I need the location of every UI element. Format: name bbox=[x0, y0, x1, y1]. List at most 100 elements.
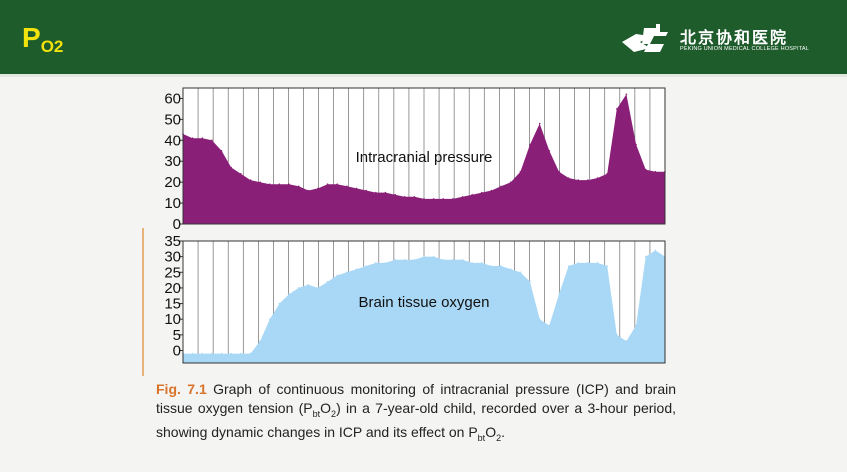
oxygen-plot-frame bbox=[182, 240, 666, 364]
oxygen-data-point bbox=[558, 293, 560, 296]
slide-title-sub: O2 bbox=[40, 37, 64, 56]
icp-data-point bbox=[230, 166, 232, 169]
icp-y-tick-label: 40 bbox=[164, 132, 181, 149]
caption-sub-4: 2 bbox=[496, 432, 502, 443]
icp-series-label: Intracranial pressure bbox=[356, 149, 493, 166]
icp-data-point bbox=[278, 183, 281, 185]
icp-data-point bbox=[577, 179, 579, 181]
oxygen-data-point bbox=[240, 352, 242, 355]
oxygen-data-point bbox=[654, 249, 657, 252]
icp-data-point bbox=[384, 191, 387, 194]
caption-text-1: Graph of continuous monitoring of intrac… bbox=[156, 381, 676, 416]
oxygen-data-point bbox=[471, 262, 474, 264]
oxygen-data-point bbox=[394, 259, 396, 261]
oxygen-data-point bbox=[432, 255, 435, 258]
icp-data-point bbox=[432, 198, 435, 200]
icp-y-tick-label: 10 bbox=[164, 195, 181, 212]
oxygen-data-point bbox=[326, 280, 329, 283]
icp-area-series bbox=[183, 94, 665, 224]
icp-data-point bbox=[423, 198, 425, 200]
icp-data-point bbox=[519, 170, 522, 173]
header-divider bbox=[0, 74, 847, 77]
oxygen-data-point bbox=[538, 318, 541, 321]
caption-text-4: O bbox=[485, 423, 497, 440]
accent-line bbox=[142, 228, 144, 376]
icp-data-point bbox=[240, 173, 242, 175]
oxygen-data-point bbox=[616, 334, 618, 336]
oxygen-area-series bbox=[183, 250, 665, 363]
icp-data-point bbox=[307, 189, 310, 192]
icp-y-tick-label: 60 bbox=[164, 90, 181, 107]
oxygen-data-point bbox=[625, 340, 628, 342]
oxygen-data-point bbox=[307, 284, 310, 286]
slide-title-main: P bbox=[22, 22, 41, 53]
slide-header bbox=[0, 0, 847, 77]
slide-title: PO2 bbox=[22, 22, 63, 63]
icp-plot-frame bbox=[182, 87, 666, 225]
caption-sub-2: 2 bbox=[331, 408, 337, 419]
icp-y-tick-label: 30 bbox=[164, 153, 181, 170]
icp-data-point bbox=[606, 173, 608, 175]
oxygen-data-point bbox=[365, 265, 368, 267]
figure-caption: Fig. 7.1 Graph of continuous monitoring … bbox=[156, 380, 676, 447]
icp-data-point bbox=[490, 189, 493, 192]
icp-data-point bbox=[297, 185, 300, 188]
oxygen-y-tick-label: 15 bbox=[164, 296, 181, 313]
caption-text-5: . bbox=[501, 423, 505, 440]
icp-data-point bbox=[249, 179, 252, 181]
oxygen-data-point bbox=[191, 352, 194, 355]
icp-data-point bbox=[317, 187, 319, 190]
icp-data-point bbox=[211, 139, 213, 142]
icp-data-point bbox=[510, 181, 512, 183]
icp-data-point bbox=[403, 196, 406, 198]
oxygen-data-point bbox=[529, 280, 531, 283]
caption-sub-3: bt bbox=[477, 432, 486, 443]
oxygen-data-point bbox=[317, 287, 319, 289]
hospital-name-cn: 北京协和医院 bbox=[680, 30, 789, 47]
icp-y-tick-label: 20 bbox=[164, 174, 181, 191]
oxygen-y-tick-label: 0 bbox=[173, 342, 181, 359]
icp-data-point bbox=[538, 122, 541, 125]
oxygen-data-point bbox=[201, 352, 204, 355]
icp-data-point bbox=[259, 181, 261, 183]
icp-data-point bbox=[529, 143, 531, 146]
oxygen-data-point bbox=[606, 265, 608, 267]
oxygen-data-point bbox=[644, 255, 647, 258]
icp-data-point bbox=[191, 137, 194, 139]
icp-data-point bbox=[616, 108, 618, 110]
icp-data-point bbox=[471, 193, 474, 196]
icp-data-point bbox=[644, 168, 647, 171]
oxygen-data-point bbox=[346, 271, 348, 274]
icp-data-point bbox=[625, 93, 628, 96]
icp-data-point bbox=[481, 191, 483, 194]
icp-data-point bbox=[220, 150, 223, 152]
oxygen-data-point bbox=[452, 259, 454, 261]
icp-data-point bbox=[326, 183, 329, 185]
icp-data-point bbox=[336, 183, 339, 185]
oxygen-data-point bbox=[548, 324, 551, 327]
icp-data-point bbox=[654, 170, 657, 173]
oxygen-data-point bbox=[413, 259, 416, 261]
oxygen-data-point bbox=[375, 262, 377, 264]
icp-data-point bbox=[355, 187, 358, 190]
icp-data-point bbox=[587, 179, 589, 181]
hospital-name-en: PEKING UNION MEDICAL COLLEGE HOSPITAL bbox=[680, 46, 810, 52]
oxygen-data-point bbox=[635, 324, 637, 327]
icp-data-point bbox=[500, 185, 502, 188]
oxygen-data-point bbox=[510, 268, 512, 271]
oxygen-data-point bbox=[587, 262, 589, 264]
icp-data-point bbox=[635, 143, 637, 146]
icp-y-tick-label: 50 bbox=[164, 111, 181, 128]
oxygen-data-point bbox=[278, 302, 281, 305]
oxygen-data-point bbox=[336, 274, 339, 277]
oxygen-data-point bbox=[442, 259, 445, 261]
oxygen-data-point bbox=[596, 262, 599, 264]
oxygen-data-point bbox=[355, 268, 358, 271]
oxygen-data-point bbox=[211, 352, 213, 355]
hospital-logo: 北京协和医院 PEKING UNION MEDICAL COLLEGE HOSP… bbox=[620, 22, 816, 58]
icp-data-point bbox=[288, 183, 290, 185]
caption-text-2: O bbox=[320, 399, 332, 416]
oxygen-y-tick-label: 5 bbox=[173, 327, 181, 344]
icp-data-point bbox=[548, 150, 551, 152]
